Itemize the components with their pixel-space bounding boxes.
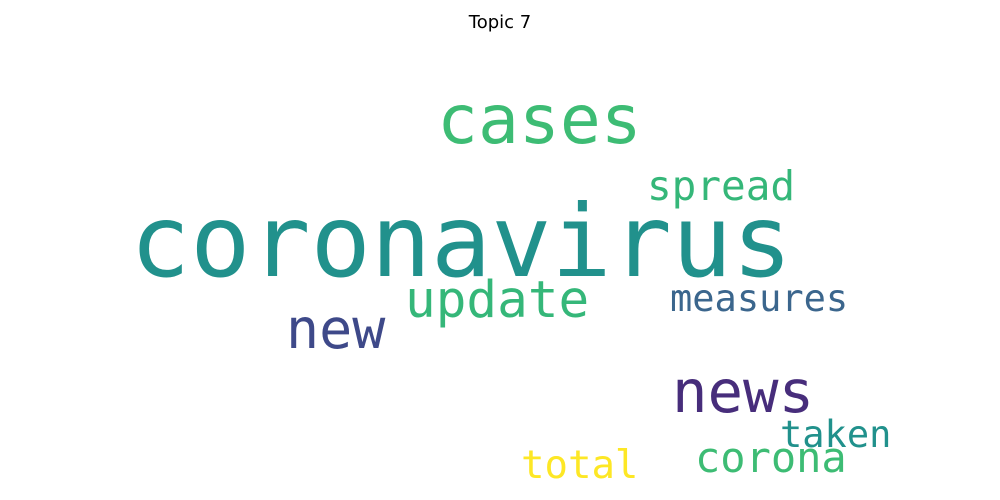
word-news: news: [672, 357, 815, 426]
word-cases: cases: [437, 81, 642, 160]
word-total: total: [521, 443, 639, 488]
word-taken: taken: [780, 413, 892, 456]
word-coronavirus: coronavirus: [130, 183, 793, 300]
word-update: update: [405, 271, 590, 330]
word-corona: corona: [695, 433, 847, 482]
word-new: new: [286, 297, 386, 361]
word-measures: measures: [670, 277, 849, 320]
chart-title: Topic 7: [468, 12, 532, 33]
word-spread: spread: [647, 162, 796, 210]
